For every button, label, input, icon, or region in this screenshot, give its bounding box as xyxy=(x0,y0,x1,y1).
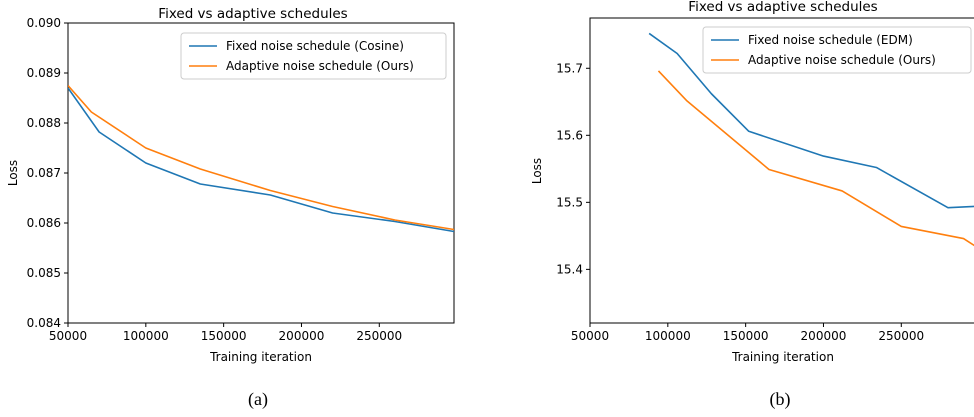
legend-label: Adaptive noise schedule (Ours) xyxy=(226,59,414,73)
y-tick-label: 0.085 xyxy=(27,266,61,280)
series-lines xyxy=(68,84,454,233)
x-tick-label: 150000 xyxy=(723,329,769,343)
series-lines xyxy=(648,32,974,247)
y-tick-label: 0.090 xyxy=(27,16,61,30)
legend-label: Adaptive noise schedule (Ours) xyxy=(748,53,936,67)
legend: Fixed noise schedule (EDM) Adaptive nois… xyxy=(702,26,972,74)
chart-title: Fixed vs adaptive schedules xyxy=(158,6,347,22)
chart-title: Fixed vs adaptive schedules xyxy=(688,0,877,15)
series-line xyxy=(68,84,454,231)
x-tick-label: 250000 xyxy=(356,329,402,343)
legend-box xyxy=(702,26,972,74)
chart-panel-b: Fixed vs adaptive schedules 50000 100000 1… xyxy=(530,0,974,410)
y-tick-label: 0.086 xyxy=(27,216,61,230)
y-axis-label: Loss xyxy=(6,160,20,186)
axis-ticks: 50000 100000 150000 200000 250000 15.4 15.5 15.… xyxy=(556,61,924,343)
plot-area xyxy=(589,17,974,324)
x-axis-label: Training iteration xyxy=(209,350,312,364)
y-tick-label: 15.4 xyxy=(556,262,583,276)
x-tick-label: 200000 xyxy=(801,329,847,343)
y-axis-label: Loss xyxy=(530,158,544,184)
y-tick-label: 0.084 xyxy=(27,316,61,330)
x-tick-label: 100000 xyxy=(123,329,169,343)
y-tick-label: 15.5 xyxy=(556,195,583,209)
y-tick-label: 15.7 xyxy=(556,61,583,75)
x-tick-label: 50000 xyxy=(49,329,87,343)
x-tick-label: 150000 xyxy=(201,329,247,343)
series-line xyxy=(648,32,974,209)
x-tick-label: 250000 xyxy=(878,329,924,343)
chart-panel-a: Fixed vs adaptive schedules 50000 100000 1… xyxy=(6,6,455,410)
series-line xyxy=(68,87,454,233)
y-tick-label: 0.089 xyxy=(27,66,61,80)
series-line xyxy=(657,70,974,247)
x-tick-label: 50000 xyxy=(571,329,609,343)
x-tick-label: 200000 xyxy=(279,329,325,343)
y-tick-label: 0.087 xyxy=(27,166,61,180)
x-tick-label: 100000 xyxy=(645,329,691,343)
panel-caption: (a) xyxy=(248,389,268,410)
y-tick-label: 15.6 xyxy=(556,128,583,142)
legend-label: Fixed noise schedule (EDM) xyxy=(748,33,913,47)
legend-label: Fixed noise schedule (Cosine) xyxy=(226,39,404,53)
legend: Fixed noise schedule (Cosine) Adaptive n… xyxy=(180,32,447,80)
axis-ticks: 50000 100000 150000 200000 250000 0.084 0.085 0… xyxy=(27,16,403,343)
legend-box xyxy=(180,32,447,80)
y-tick-label: 0.088 xyxy=(27,116,61,130)
panel-caption: (b) xyxy=(770,389,791,410)
x-axis-label: Training iteration xyxy=(731,350,834,364)
